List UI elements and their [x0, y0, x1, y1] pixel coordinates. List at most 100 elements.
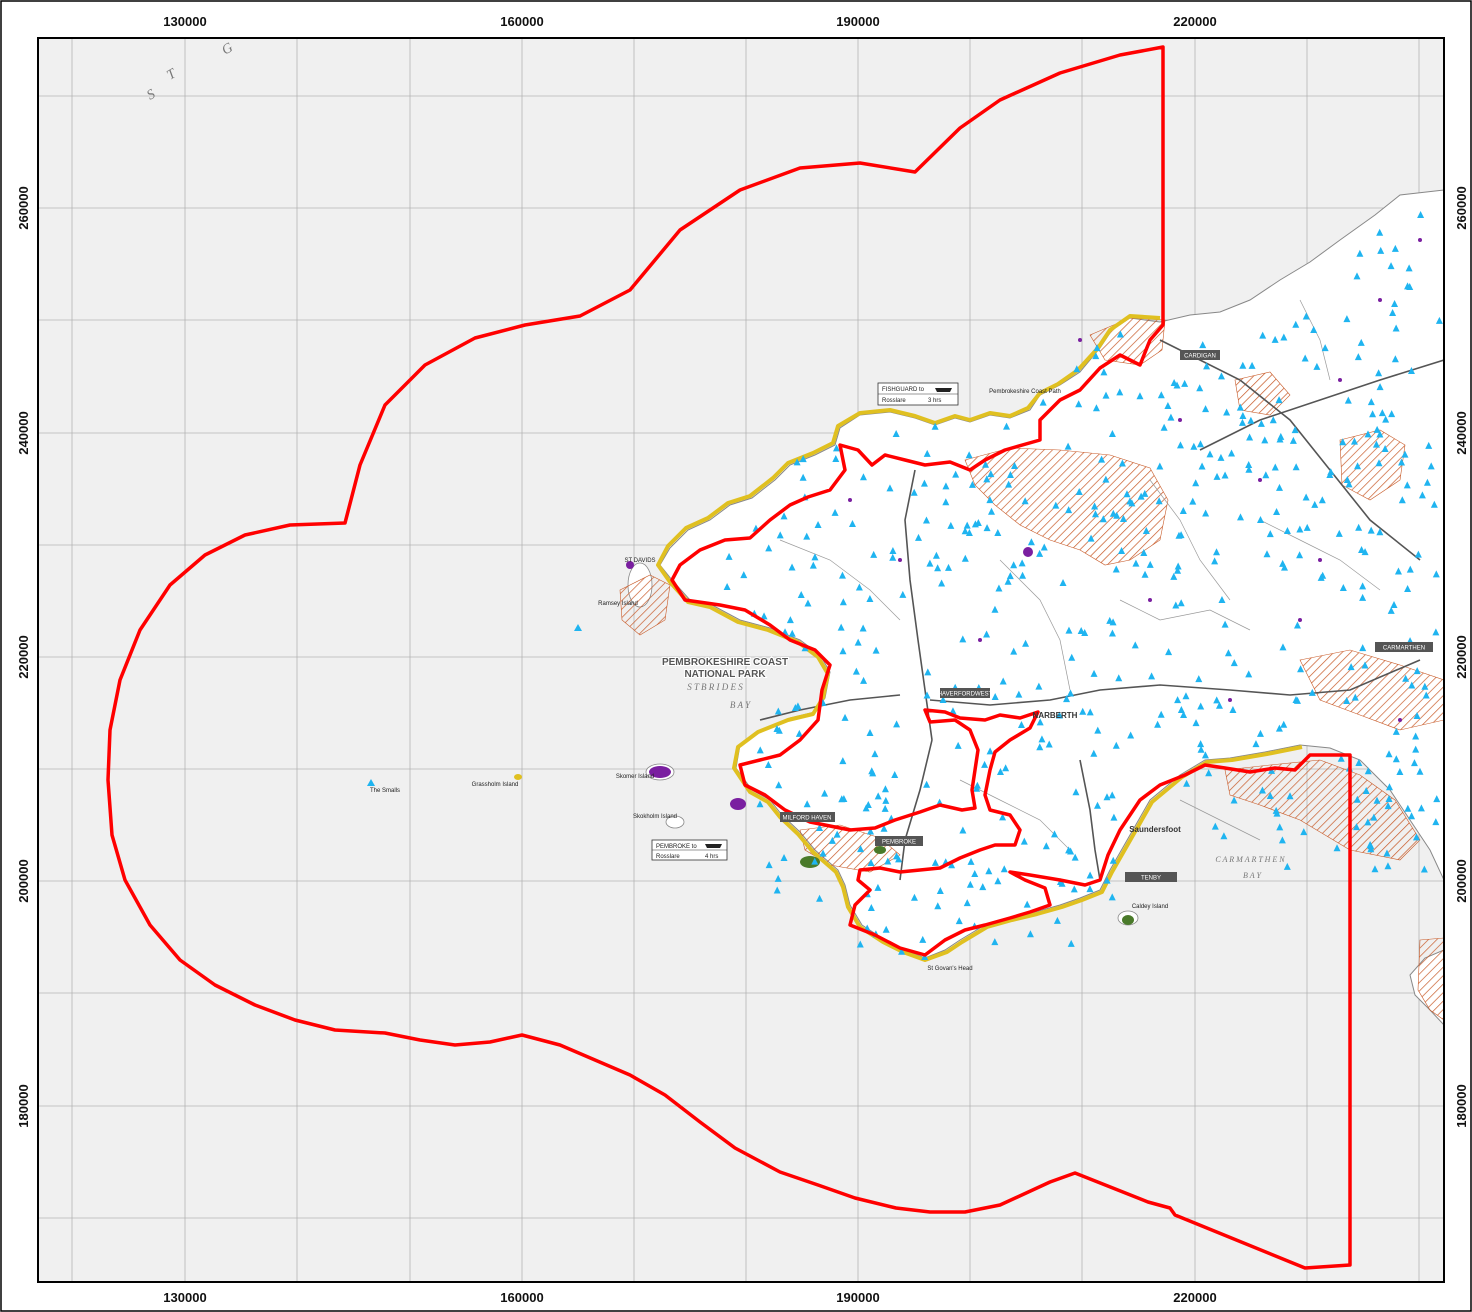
heritage-point-marker: [899, 590, 907, 598]
heritage-point-marker: [860, 676, 868, 684]
heritage-point-marker: [1245, 460, 1253, 468]
heritage-point-marker: [1402, 674, 1410, 682]
heritage-point-marker: [923, 691, 931, 699]
northing-right-5: 180000: [1454, 1084, 1469, 1127]
heritage-point-marker: [1197, 702, 1205, 710]
heritage-point-marker: [983, 475, 991, 483]
heritage-point-marker: [799, 455, 807, 463]
heritage-point-marker: [1245, 465, 1253, 473]
heritage-point-marker: [1273, 507, 1281, 515]
heritage-point-marker: [1229, 705, 1237, 713]
heritage-point-marker: [1353, 272, 1361, 280]
heritage-point-marker: [841, 713, 849, 721]
heritage-point-marker: [1261, 436, 1269, 444]
heritage-point-marker: [1408, 812, 1416, 820]
heritage-point-marker: [1354, 462, 1362, 470]
heritage-point-marker: [1211, 822, 1219, 830]
place-st-govans: St Govan's Head: [927, 966, 972, 972]
heritage-point-marker: [1093, 344, 1101, 352]
heritage-point-marker: [1091, 510, 1099, 518]
place-skokholm: Skokholm Island: [633, 814, 677, 820]
heritage-point-marker: [991, 605, 999, 613]
heritage-point-marker: [1279, 643, 1287, 651]
heritage-point-marker: [1412, 732, 1420, 740]
heritage-point-marker: [1157, 391, 1165, 399]
heritage-point-marker: [1073, 365, 1081, 373]
heritage-point-marker: [1354, 353, 1362, 361]
heritage-point-marker: [832, 455, 840, 463]
heritage-point-marker: [1383, 849, 1391, 857]
heritage-point-marker: [828, 836, 836, 844]
heritage-point-marker: [1198, 462, 1206, 470]
heritage-point-marker: [1197, 740, 1205, 748]
heritage-point-marker: [1343, 315, 1351, 323]
heritage-point-marker: [882, 796, 890, 804]
heritage-point-marker: [1141, 489, 1149, 497]
heritage-point-marker: [1203, 362, 1211, 370]
heritage-point-marker: [1421, 682, 1429, 690]
place-skomer: Skomer Island: [616, 774, 654, 780]
heritage-point-marker: [1182, 692, 1190, 700]
heritage-point-marker: [1317, 573, 1325, 581]
heritage-point-marker: [1377, 246, 1385, 254]
heritage-point-marker: [1435, 316, 1443, 324]
heritage-point-marker: [1115, 674, 1123, 682]
heritage-point-marker: [1055, 711, 1063, 719]
heritage-point-marker: [1252, 740, 1260, 748]
heritage-point-marker: [999, 813, 1007, 821]
heritage-point-marker: [942, 498, 950, 506]
heritage-point-marker: [1372, 440, 1380, 448]
heritage-point-marker: [1239, 361, 1247, 369]
heritage-point-marker: [1116, 330, 1124, 338]
heritage-point-marker: [889, 546, 897, 554]
heritage-point-marker: [775, 726, 783, 734]
heritage-point-marker: [1112, 565, 1120, 573]
easting-bottom-4: 220000: [1173, 1290, 1216, 1305]
easting-labels-top: 130000 160000 190000 220000: [163, 14, 1216, 29]
heritage-point-marker: [839, 757, 847, 765]
heritage-point-marker: [1259, 331, 1267, 339]
heritage-point-marker: [774, 874, 782, 882]
heritage-point-marker: [880, 824, 888, 832]
heritage-point-marker: [854, 638, 862, 646]
heritage-point-marker: [1276, 483, 1284, 491]
heritage-point-marker: [1181, 379, 1189, 387]
heritage-point-marker: [1239, 412, 1247, 420]
offshore-markers: [367, 624, 582, 786]
heritage-point-marker: [866, 827, 874, 835]
heritage-point-marker: [1017, 721, 1025, 729]
heritage-point-marker: [1376, 383, 1384, 391]
heritage-point-marker: [1108, 791, 1116, 799]
heritage-point-marker: [1422, 691, 1430, 699]
heritage-point-marker: [1344, 396, 1352, 404]
heritage-point-marker: [1157, 710, 1165, 718]
heritage-point-marker: [1023, 900, 1031, 908]
northing-left-1: 260000: [16, 186, 31, 229]
heritage-point-marker: [963, 521, 971, 529]
heritage-point-marker: [1022, 639, 1030, 647]
heritage-point-marker: [987, 507, 995, 515]
heritage-point-marker: [954, 741, 962, 749]
northing-left-3: 220000: [16, 635, 31, 678]
heritage-point-marker: [1280, 720, 1288, 728]
heritage-point-marker: [1183, 779, 1191, 787]
heritage-point-marker: [1405, 264, 1413, 272]
heritage-point-marker: [1378, 409, 1386, 417]
heritage-point-marker: [1006, 572, 1014, 580]
heritage-point-marker: [866, 728, 874, 736]
heritage-point-marker: [1367, 845, 1375, 853]
heritage-point-marker: [995, 584, 1003, 592]
heritage-point-marker: [1109, 856, 1117, 864]
heritage-point-marker: [1430, 500, 1438, 508]
easting-top-2: 160000: [500, 14, 543, 29]
heritage-point-marker: [1361, 661, 1369, 669]
heritage-point-marker: [760, 612, 768, 620]
heritage-point-marker: [1412, 745, 1420, 753]
place-coast-path: Pembrokeshire Coast Path: [989, 389, 1061, 395]
easting-top-4: 220000: [1173, 14, 1216, 29]
heritage-point-marker: [1215, 701, 1223, 709]
heritage-point-marker: [1364, 430, 1372, 438]
heritage-point-marker: [938, 579, 946, 587]
